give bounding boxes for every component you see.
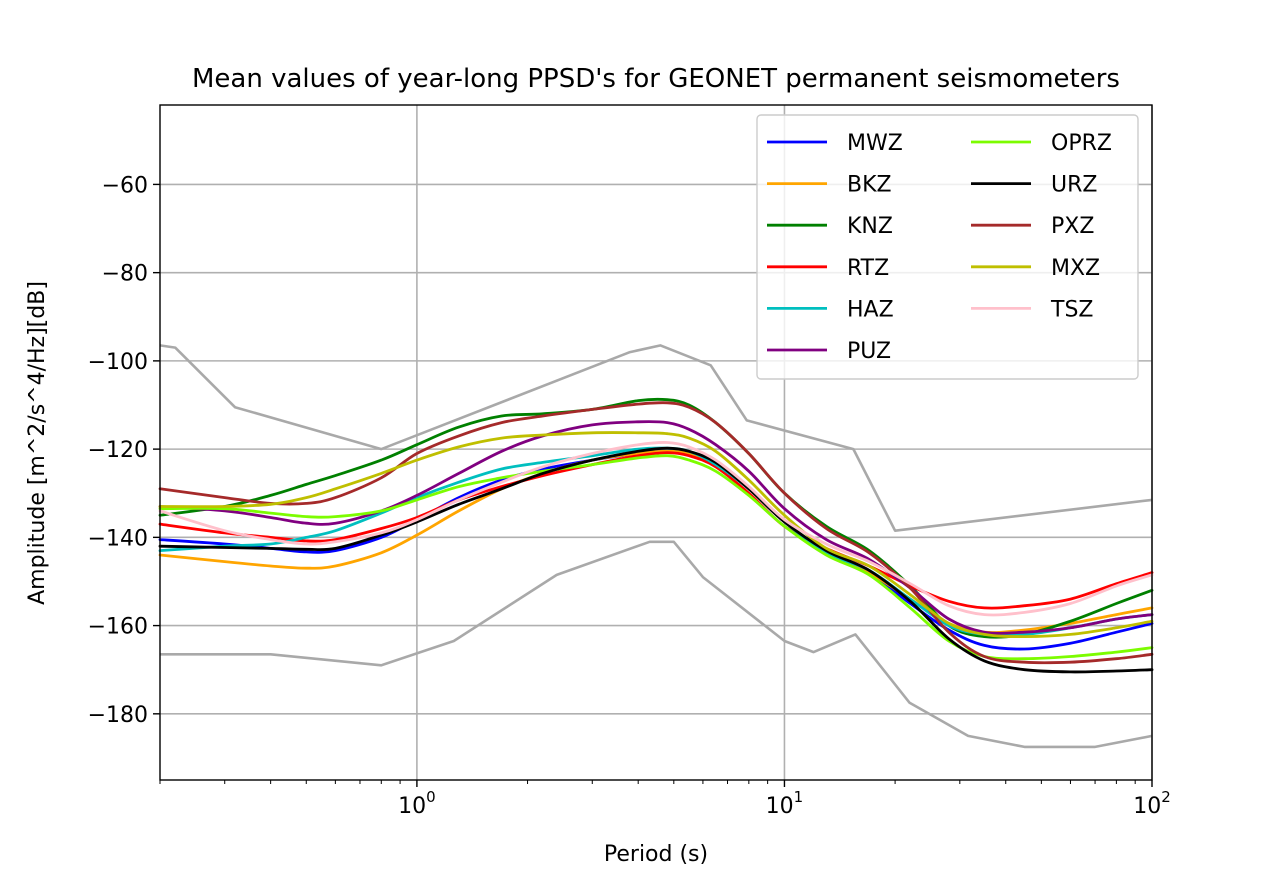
legend-label: HAZ	[847, 297, 894, 322]
legend-entry-mwz: MWZ	[767, 131, 903, 156]
legend-entry-tsz: TSZ	[971, 297, 1093, 322]
legend-entry-knz: KNZ	[767, 214, 893, 239]
x-tick-label: 100	[398, 788, 436, 819]
legend-label: KNZ	[847, 214, 893, 239]
chart-title: Mean values of year-long PPSD's for GEON…	[192, 64, 1120, 94]
x-axis-label: Period (s)	[604, 842, 708, 867]
x-tick-label: 102	[1133, 788, 1171, 819]
high-noise-model-line	[159, 344, 1153, 533]
low-noise-model-line	[160, 540, 1153, 749]
y-tick-label: −180	[88, 703, 148, 728]
legend-label: MWZ	[847, 131, 903, 156]
legend: MWZ BKZ KNZ RTZ HAZ PUZ OPRZ URZ PXZ MXZ TSZ	[756, 114, 1139, 380]
series-line-tsz	[158, 441, 1154, 617]
y-tick-label: −140	[88, 526, 148, 551]
legend-label: PXZ	[1051, 214, 1094, 239]
legend-label: BKZ	[847, 173, 892, 198]
legend-entry-rtz: RTZ	[767, 256, 889, 281]
legend-entry-puz: PUZ	[767, 339, 891, 364]
legend-entry-bkz: BKZ	[767, 173, 892, 198]
series-line-mxz	[158, 431, 1154, 638]
legend-label: URZ	[1051, 173, 1097, 198]
legend-entry-haz: HAZ	[767, 297, 894, 322]
y-axis-label: Amplitude [m^2/s^4/Hz][dB]	[25, 281, 50, 605]
series-line-knz	[158, 397, 1154, 639]
series-line-oprz	[158, 454, 1154, 661]
legend-label: RTZ	[847, 256, 889, 281]
reference-curves	[159, 344, 1153, 749]
y-tick-label: −120	[88, 438, 148, 463]
legend-entry-mxz: MXZ	[971, 256, 1100, 281]
plot-frame	[159, 104, 1153, 781]
y-tick-label: −60	[102, 173, 148, 198]
series-line-urz	[158, 446, 1154, 674]
series-lines	[158, 397, 1154, 674]
legend-box	[756, 114, 1139, 380]
legend-entry-oprz: OPRZ	[971, 131, 1112, 156]
y-axis-ticks: −60 −80 −100 −120 −140 −160 −180	[88, 173, 160, 728]
legend-label: OPRZ	[1051, 131, 1112, 156]
series-line-puz	[158, 420, 1154, 635]
legend-entry-urz: URZ	[971, 173, 1097, 198]
legend-label: TSZ	[1050, 297, 1093, 322]
x-tick-label: 101	[766, 788, 804, 819]
series-line-pxz	[158, 401, 1154, 665]
y-tick-label: −100	[88, 350, 148, 375]
x-axis-ticks: 100 101 102	[159, 780, 1171, 819]
legend-label: PUZ	[847, 339, 891, 364]
y-tick-label: −160	[88, 615, 148, 640]
series-line-rtz	[158, 451, 1154, 610]
y-tick-label: −80	[102, 262, 148, 287]
legend-entry-pxz: PXZ	[971, 214, 1094, 239]
legend-label: MXZ	[1051, 256, 1100, 281]
